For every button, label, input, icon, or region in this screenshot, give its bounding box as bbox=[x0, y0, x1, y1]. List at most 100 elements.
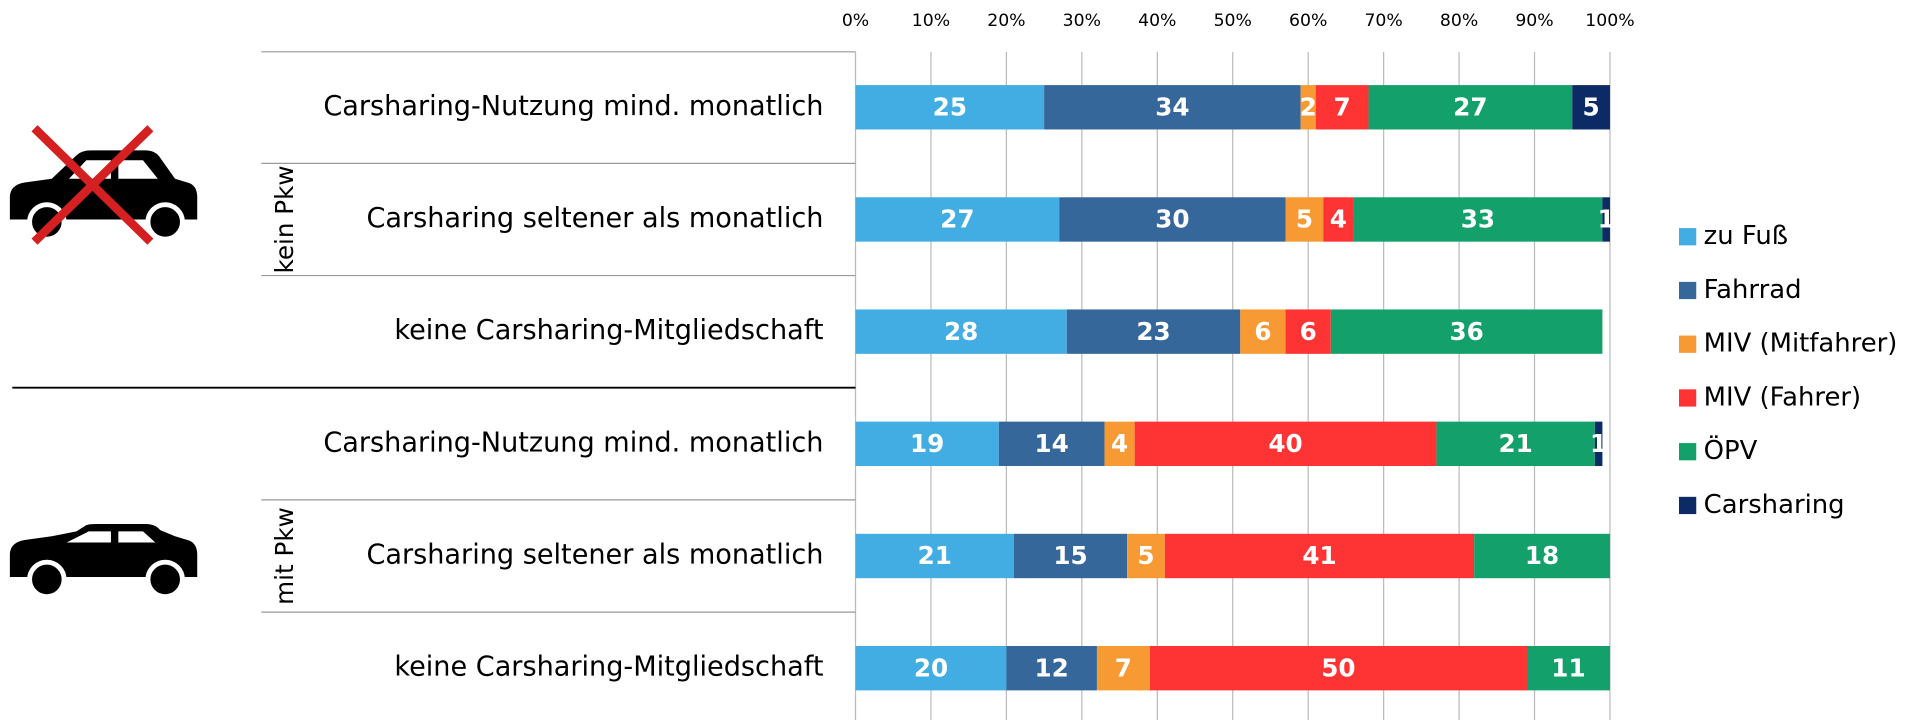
bar-segment bbox=[1285, 309, 1331, 354]
value-label: 2 bbox=[1300, 93, 1317, 122]
bar-segment bbox=[1134, 421, 1437, 467]
value-label: 6 bbox=[1254, 317, 1271, 346]
car-icon-crossed bbox=[9, 125, 198, 245]
legend-swatch bbox=[1678, 496, 1697, 515]
value-label: 4 bbox=[1330, 205, 1347, 234]
category-label: Carsharing-Nutzung mind. monatlich bbox=[323, 91, 823, 122]
x-tick-label: 100% bbox=[1585, 11, 1634, 31]
bar-segment bbox=[1436, 421, 1595, 467]
x-tick-label: 70% bbox=[1364, 11, 1402, 31]
legend-swatch bbox=[1678, 443, 1697, 461]
value-label: 27 bbox=[1453, 93, 1487, 122]
x-tick-label: 0% bbox=[842, 11, 869, 31]
legend-swatch bbox=[1678, 228, 1697, 246]
bar-segment bbox=[1059, 197, 1286, 242]
value-label: 6 bbox=[1300, 317, 1317, 346]
value-label: 7 bbox=[1115, 653, 1132, 682]
value-label: 33 bbox=[1461, 205, 1495, 234]
group-label: mit Pkw bbox=[270, 507, 299, 605]
value-label: 11 bbox=[1551, 653, 1585, 682]
value-label: 28 bbox=[944, 317, 978, 346]
value-label: 34 bbox=[1155, 93, 1189, 122]
group-label: kein Pkw bbox=[270, 165, 299, 273]
bar-segment bbox=[855, 645, 1007, 691]
value-label: 36 bbox=[1449, 317, 1483, 346]
bar-segment bbox=[1006, 645, 1097, 691]
value-label: 1 bbox=[1590, 429, 1607, 458]
x-tick-label: 40% bbox=[1138, 11, 1176, 31]
bar-segment bbox=[855, 197, 1060, 242]
bar-segment bbox=[1300, 85, 1316, 130]
value-label: 5 bbox=[1137, 541, 1154, 570]
bar-segment bbox=[1323, 197, 1354, 242]
bar-segment bbox=[1594, 421, 1603, 467]
legend-label: MIV (Mitfahrer) bbox=[1704, 329, 1898, 359]
category-label: Carsharing-Nutzung mind. monatlich bbox=[323, 427, 823, 458]
value-label: 21 bbox=[918, 541, 952, 570]
legend-label: Fahrrad bbox=[1704, 275, 1802, 305]
value-label: 23 bbox=[1136, 317, 1170, 346]
x-tick-label: 10% bbox=[912, 11, 950, 31]
value-label: 27 bbox=[940, 205, 974, 234]
bar-segment bbox=[1285, 197, 1324, 242]
bar-segment bbox=[855, 533, 1014, 579]
value-label: 14 bbox=[1035, 429, 1069, 458]
value-label: 5 bbox=[1583, 93, 1600, 122]
value-label: 15 bbox=[1053, 541, 1087, 570]
bar-segment bbox=[1353, 197, 1603, 242]
x-tick-label: 80% bbox=[1440, 11, 1478, 31]
bar-segment bbox=[998, 421, 1105, 467]
x-tick-label: 90% bbox=[1515, 11, 1553, 31]
value-label: 5 bbox=[1296, 205, 1313, 234]
bar-segment bbox=[1104, 421, 1135, 467]
bar-segment bbox=[1572, 85, 1610, 130]
x-tick-label: 20% bbox=[987, 11, 1025, 31]
bar-segment bbox=[1240, 309, 1286, 354]
bar-segment bbox=[1474, 533, 1610, 579]
legend-label: Carsharing bbox=[1704, 490, 1845, 520]
bar-segment bbox=[1044, 85, 1301, 130]
bar-segment bbox=[1013, 533, 1128, 579]
bar-segment bbox=[855, 309, 1067, 354]
value-label: 20 bbox=[914, 653, 948, 682]
x-tick-label: 60% bbox=[1289, 11, 1327, 31]
category-label: Carsharing seltener als monatlich bbox=[366, 540, 823, 571]
bar-segment bbox=[855, 421, 999, 467]
bar-segment bbox=[1330, 309, 1603, 354]
bar-segment bbox=[1164, 533, 1475, 579]
bar-segment bbox=[1096, 645, 1150, 691]
bar-segment bbox=[1526, 645, 1610, 691]
value-label: 25 bbox=[933, 93, 967, 122]
value-label: 7 bbox=[1334, 93, 1351, 122]
legend-label: ÖPV bbox=[1704, 434, 1758, 466]
category-label: keine Carsharing-Mitgliedschaft bbox=[394, 315, 823, 346]
value-label: 41 bbox=[1302, 541, 1336, 570]
value-label: 4 bbox=[1111, 429, 1128, 458]
value-label: 18 bbox=[1525, 541, 1559, 570]
bar-segment bbox=[1368, 85, 1573, 130]
x-tick-label: 30% bbox=[1063, 11, 1101, 31]
value-label: 30 bbox=[1155, 205, 1189, 234]
bar-segment bbox=[1149, 645, 1527, 691]
value-label: 1 bbox=[1598, 205, 1615, 234]
bar-segment bbox=[1315, 85, 1369, 130]
car-icon bbox=[9, 523, 198, 600]
value-label: 21 bbox=[1499, 429, 1533, 458]
legend-swatch bbox=[1678, 389, 1697, 407]
bar-segment bbox=[1066, 309, 1241, 354]
x-tick-label: 50% bbox=[1214, 11, 1252, 31]
value-label: 12 bbox=[1035, 653, 1069, 682]
category-label: keine Carsharing-Mitgliedschaft bbox=[394, 652, 823, 683]
value-label: 40 bbox=[1268, 429, 1302, 458]
category-label: Carsharing seltener als monatlich bbox=[366, 203, 823, 234]
legend-label: MIV (Fahrer) bbox=[1704, 382, 1861, 412]
bar-segment bbox=[1602, 197, 1610, 242]
value-label: 19 bbox=[910, 429, 944, 458]
legend-label: zu Fuß bbox=[1704, 221, 1788, 251]
bar-segment bbox=[1127, 533, 1165, 579]
legend-swatch bbox=[1678, 335, 1697, 353]
bar-segment bbox=[855, 85, 1045, 130]
value-label: 50 bbox=[1321, 653, 1355, 682]
legend-swatch bbox=[1678, 281, 1697, 300]
